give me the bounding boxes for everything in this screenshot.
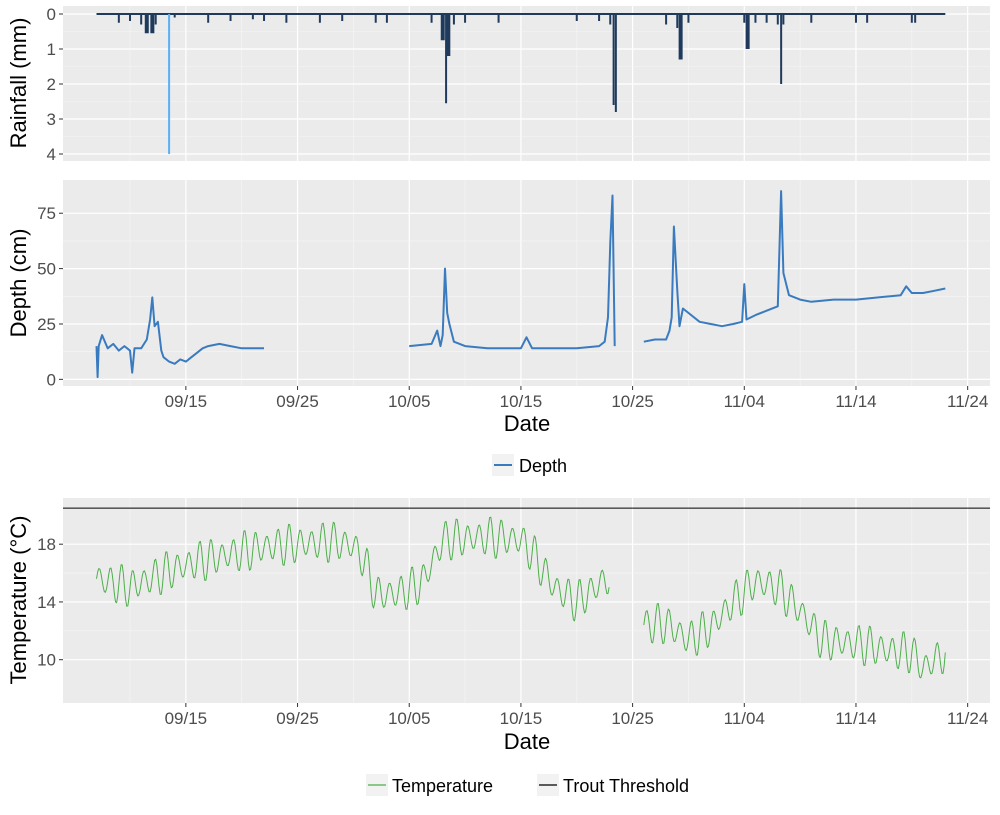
rainfall-bar xyxy=(614,14,617,112)
y-tick-label: 0 xyxy=(47,5,56,24)
rainfall-bar xyxy=(385,14,388,23)
y-tick-label: 10 xyxy=(37,651,56,670)
x-tick-label: 09/15 xyxy=(165,392,208,411)
rainfall-bar xyxy=(866,14,869,23)
rainfall-bar xyxy=(854,14,857,23)
rainfall-bar xyxy=(318,14,321,23)
rainfall-bar xyxy=(776,14,779,25)
rainfall-bar xyxy=(374,14,377,23)
rainfall-bar xyxy=(609,14,612,25)
rainfall-bar xyxy=(914,14,917,23)
rainfall-bar xyxy=(575,14,578,21)
rainfall-bar xyxy=(341,14,344,21)
rainfall-bar xyxy=(810,14,813,23)
rainfall-bar xyxy=(129,14,132,21)
rainfall-bar xyxy=(154,14,157,25)
x-tick-label: 09/25 xyxy=(276,392,319,411)
rainfall-bar xyxy=(251,14,254,20)
y-tick-label: 0 xyxy=(47,370,56,389)
rainfall-bar xyxy=(150,14,155,34)
x-tick-label: 10/05 xyxy=(388,392,431,411)
rainfall-bar xyxy=(144,14,149,34)
x-tick-label: 11/04 xyxy=(724,392,765,411)
text-layer: 0 1 2 3 4 0 25 50 75 09/15 09/25 10/05 10/15 10/25 11/… xyxy=(37,5,988,728)
y-tick-label: 25 xyxy=(37,315,56,334)
y-tick-label: 14 xyxy=(37,593,56,612)
temperature-legend-label: Temperature xyxy=(392,776,493,796)
rainfall-bar xyxy=(445,14,448,104)
depth-y-axis-title: Depth (cm) xyxy=(6,229,31,338)
x-tick-label: 09/15 xyxy=(165,709,208,728)
grid-layer xyxy=(59,6,990,707)
rainfall-bar xyxy=(229,14,232,21)
rainfall-bar xyxy=(440,14,445,41)
rainfall-bar xyxy=(687,14,690,23)
rainfall-bar xyxy=(173,14,176,18)
rainfall-bar xyxy=(168,14,171,154)
rainfall-bar xyxy=(497,14,500,23)
rainfall-y-axis-title: Rainfall (mm) xyxy=(6,18,31,149)
rainfall-bar xyxy=(765,14,768,23)
rainfall-bar xyxy=(910,14,913,23)
y-tick-label: 4 xyxy=(47,145,56,164)
y-tick-label: 75 xyxy=(37,204,56,223)
rainfall-bar xyxy=(612,14,615,105)
y-tick-label: 2 xyxy=(47,75,56,94)
depth-legend: Depth xyxy=(492,454,567,476)
y-tick-label: 18 xyxy=(37,535,56,554)
x-tick-label: 11/24 xyxy=(947,392,988,411)
rainfall-bar xyxy=(285,14,288,23)
y-tick-label: 3 xyxy=(47,110,56,129)
rainfall-bar xyxy=(782,14,785,25)
rainfall-bar xyxy=(598,14,601,21)
rainfall-bar xyxy=(678,14,683,60)
temperature-y-axis-title: Temperature (°C) xyxy=(6,516,31,685)
y-tick-label: 50 xyxy=(37,260,56,279)
rainfall-bar xyxy=(117,14,120,23)
x-tick-label: 11/04 xyxy=(724,709,765,728)
y-tick-label: 1 xyxy=(47,40,56,59)
depth-panel xyxy=(63,180,990,386)
rainfall-bar xyxy=(745,14,750,49)
temperature-x-axis-title: Date xyxy=(504,729,550,754)
x-tick-label: 11/14 xyxy=(835,709,876,728)
depth-line xyxy=(95,190,946,379)
rainfall-bar xyxy=(446,14,451,56)
rainfall-bar xyxy=(452,14,455,25)
rainfall-bar xyxy=(665,14,668,25)
rainfall-bar xyxy=(743,14,746,23)
rainfall-bar xyxy=(464,14,467,23)
temperature-legend: Temperature Trout Threshold xyxy=(366,774,689,796)
marks-layer xyxy=(63,13,990,679)
x-tick-label: 10/15 xyxy=(500,392,543,411)
x-tick-label: 11/14 xyxy=(835,392,876,411)
depth-legend-label: Depth xyxy=(519,456,567,476)
x-tick-label: 11/24 xyxy=(947,709,988,728)
x-tick-label: 10/05 xyxy=(388,709,431,728)
x-tick-label: 10/15 xyxy=(500,709,543,728)
rainfall-bar xyxy=(754,14,757,23)
depth-x-axis-title: Date xyxy=(504,411,550,436)
x-tick-label: 10/25 xyxy=(611,709,654,728)
x-tick-label: 09/25 xyxy=(276,709,319,728)
x-tick-label: 10/25 xyxy=(611,392,654,411)
rainfall-bar xyxy=(676,14,679,28)
rainfall-bar xyxy=(263,14,266,21)
rainfall-bar xyxy=(207,14,210,23)
temperature-panel xyxy=(63,498,990,703)
temperature-line xyxy=(96,516,946,679)
rainfall-bar xyxy=(780,14,783,84)
rainfall-bar xyxy=(430,14,433,23)
rainfall-bar xyxy=(140,14,143,25)
threshold-legend-label: Trout Threshold xyxy=(563,776,689,796)
